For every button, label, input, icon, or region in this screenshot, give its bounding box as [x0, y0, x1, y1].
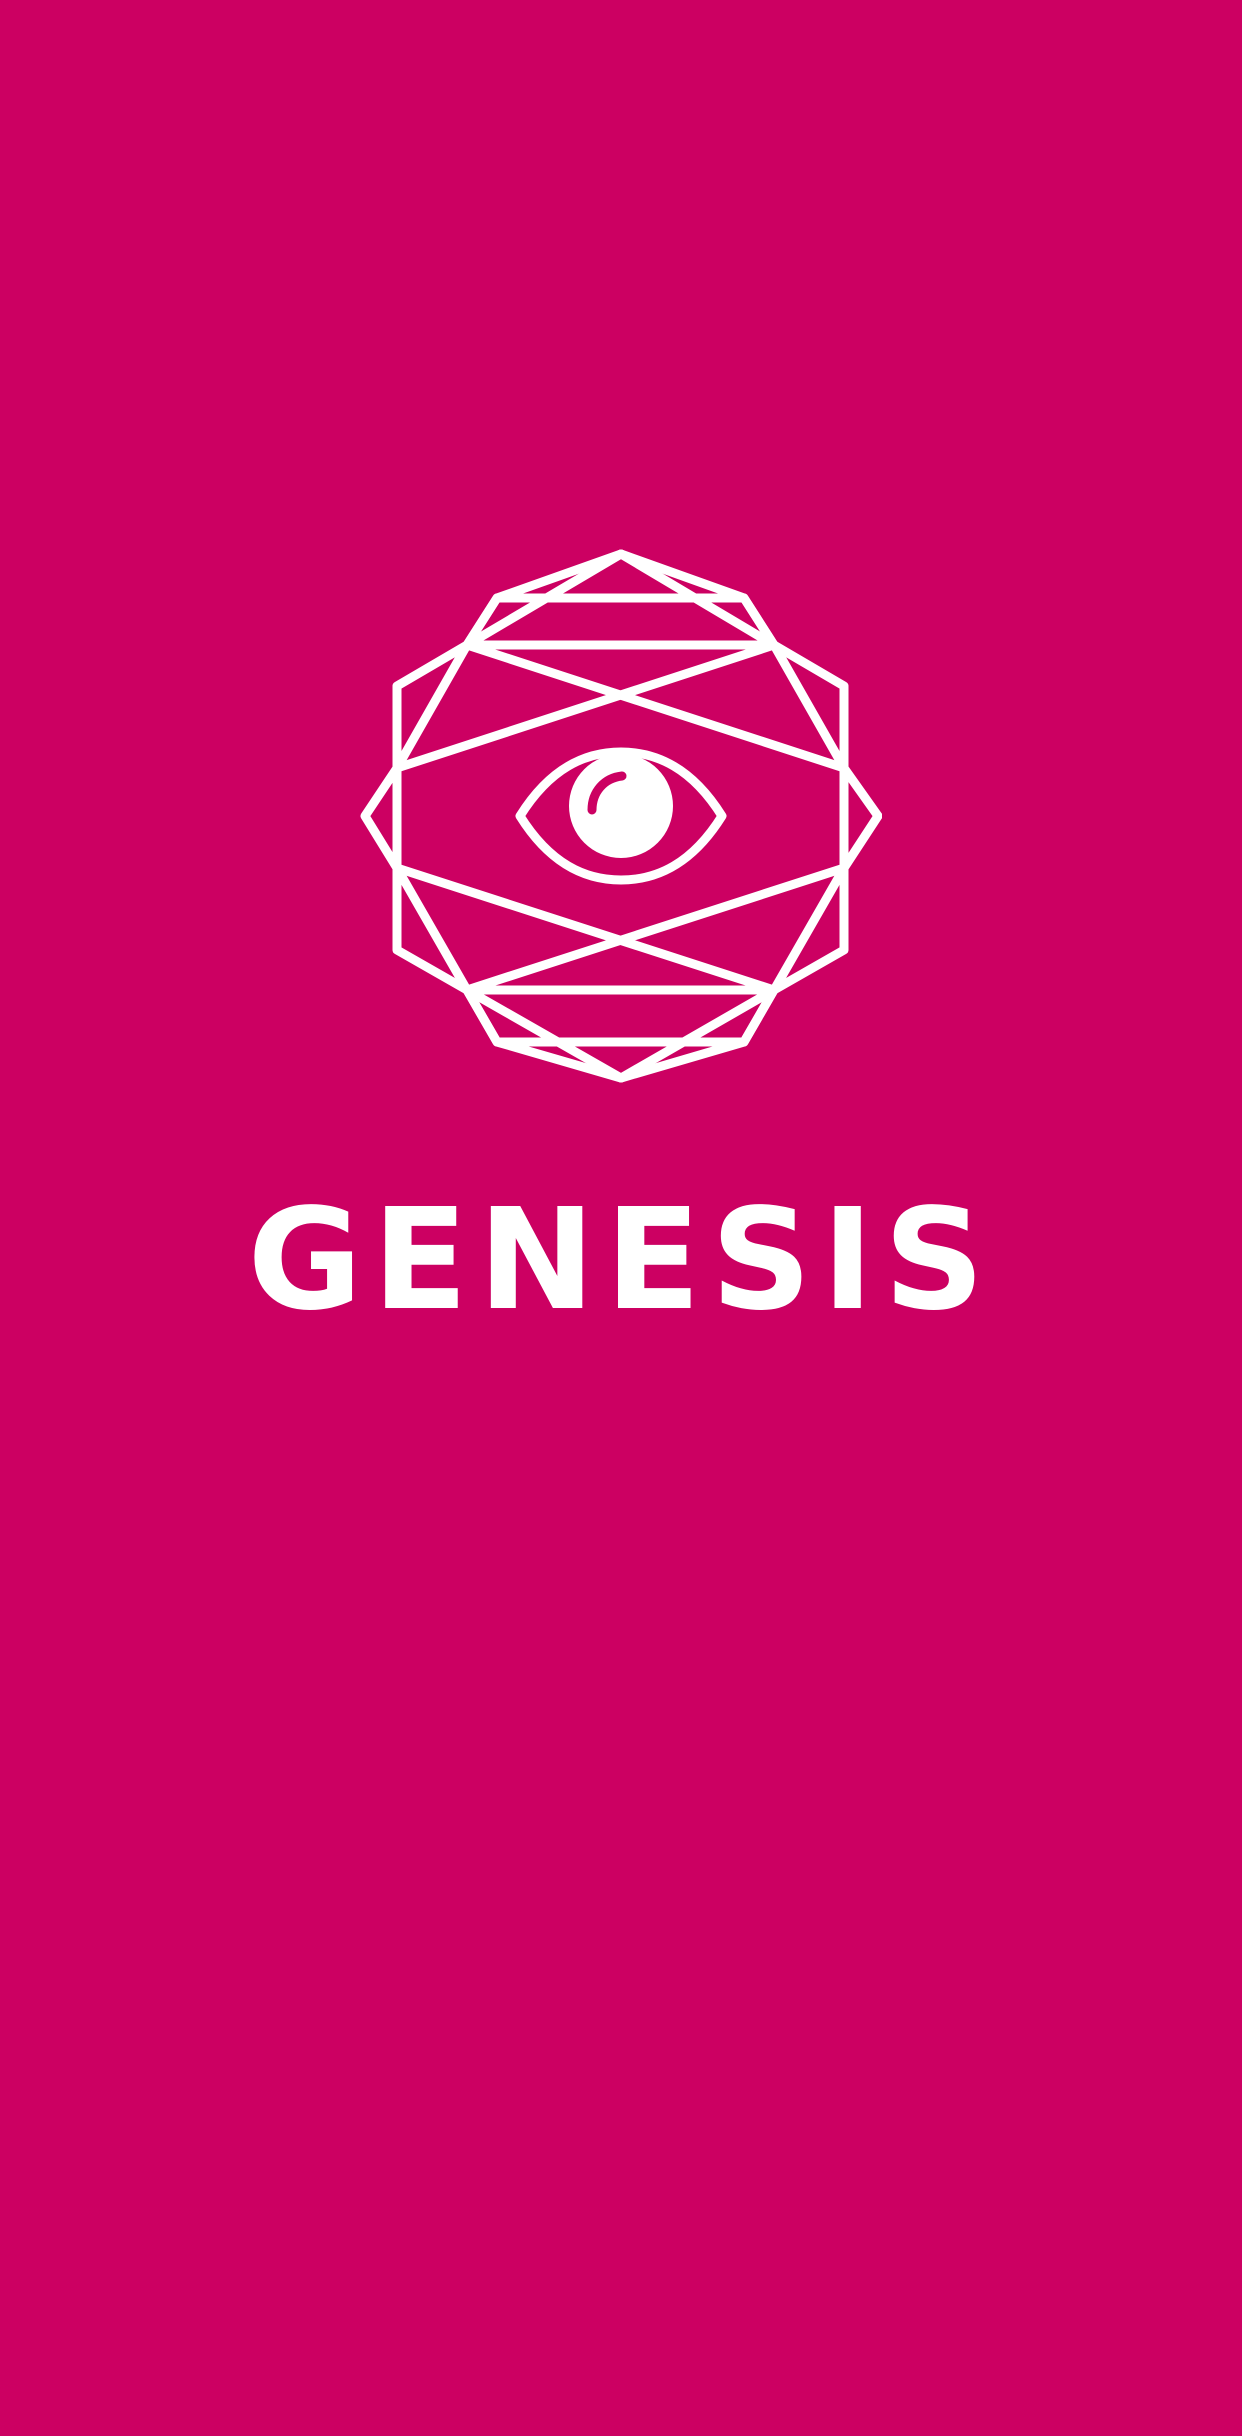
app-wordmark: GENESIS — [0, 1180, 1242, 1340]
wordmark-logo: GENESIS — [247, 1180, 994, 1340]
wordmark-text: GENESIS — [247, 1180, 994, 1340]
geometric-eye-icon — [360, 549, 882, 1083]
